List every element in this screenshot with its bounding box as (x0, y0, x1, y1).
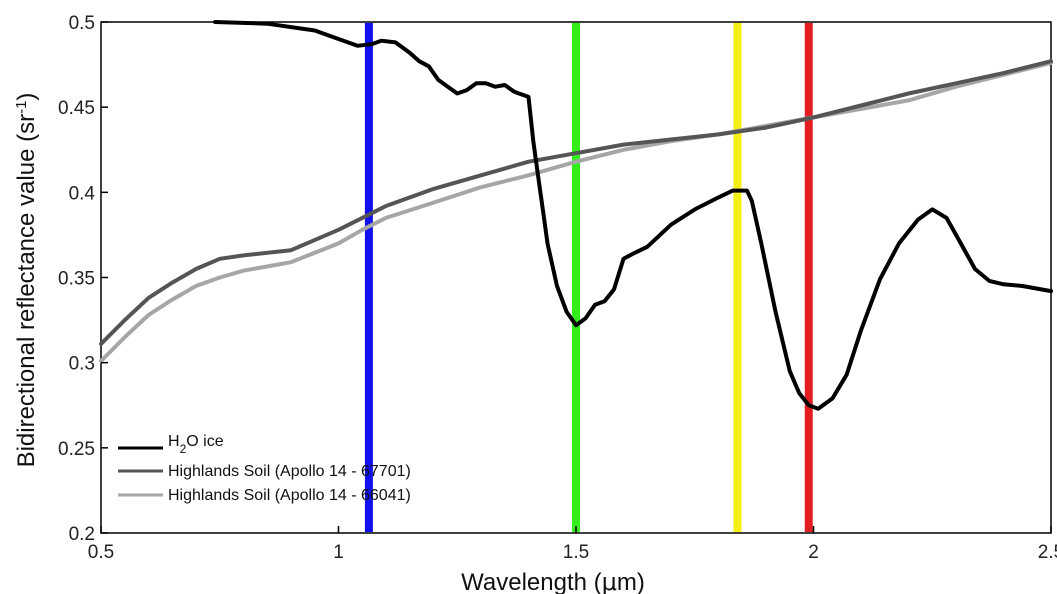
axis-ticks: 0.5 1 1.5 2 2.5 0.2 0.25 0.3 0.35 0.4 0.45 0.5 (58, 13, 1057, 563)
legend-label-67701: Highlands Soil (Apollo 14 - 67701) (168, 463, 411, 480)
legend-label-66041: Highlands Soil (Apollo 14 - 66041) (168, 487, 411, 504)
y-axis-title: Bidirectional reflectance value (sr-1) (13, 93, 41, 468)
series-line-0 (213, 20, 1053, 411)
y-tick-label-1: 0.25 (58, 439, 95, 460)
series-line-2 (99, 60, 1053, 363)
x-tick-label-2: 1.5 (563, 542, 589, 563)
y-tick-label-2: 0.3 (69, 354, 95, 375)
x-tick-label-4: 2.5 (1038, 542, 1057, 563)
series-line-1 (99, 59, 1053, 346)
spectral-series (99, 20, 1053, 411)
y-tick-label-0: 0.2 (69, 524, 95, 545)
y-tick-label-3: 0.35 (58, 269, 95, 290)
x-axis-title: Wavelength (μm) (461, 568, 645, 594)
x-tick-label-1: 1 (333, 542, 344, 563)
wavelength-bands (364, 23, 813, 532)
legend: H2O ice Highlands Soil (Apollo 14 - 6770… (118, 433, 411, 504)
y-tick-label-4: 0.4 (69, 183, 96, 204)
x-tick-label-3: 2 (808, 542, 819, 563)
x-tick-label-0: 0.5 (88, 542, 114, 563)
y-tick-label-5: 0.45 (58, 98, 95, 119)
y-tick-label-6: 0.5 (69, 13, 95, 34)
